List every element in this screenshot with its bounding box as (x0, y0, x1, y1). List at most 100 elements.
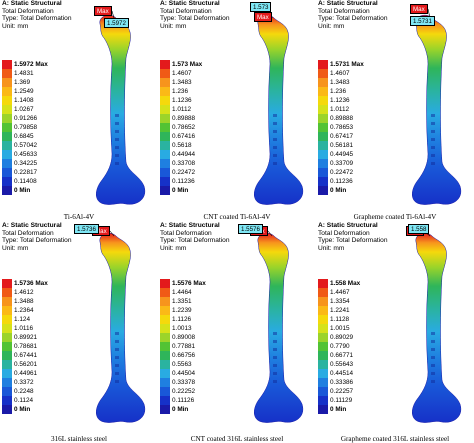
legend-entry: 0 Min (160, 186, 220, 195)
legend-entry: 0.91266 (2, 114, 62, 123)
legend-swatch (318, 297, 328, 306)
legend-swatch (160, 333, 170, 342)
legend-entry: 0 Min (2, 405, 62, 414)
femur-contour-plot (96, 10, 146, 205)
legend-swatch (2, 396, 12, 405)
legend-entry: 0.22472 (160, 168, 220, 177)
shaft-mark (273, 332, 277, 335)
legend-entry: 0.66756 (160, 351, 220, 360)
legend-swatch (160, 342, 170, 351)
legend-value: 0.56201 (14, 361, 38, 368)
shaft-mark (273, 138, 277, 141)
legend-value: 1.1236 (172, 97, 192, 104)
legend-swatch (318, 150, 328, 159)
legend-swatch (318, 369, 328, 378)
legend-value: 0.44944 (172, 151, 196, 158)
max-probe-label: Max (254, 12, 272, 22)
legend-value: 0 Min (330, 187, 347, 194)
legend-swatch (318, 177, 328, 186)
header-line: Type: Total Deformation (160, 15, 230, 23)
legend-value: 0.44514 (330, 370, 354, 377)
legend-value: 1.236 (172, 88, 188, 95)
legend-swatch (2, 342, 12, 351)
header-line: Total Deformation (160, 229, 212, 237)
legend-entry: 0.45633 (2, 150, 62, 159)
femur-contour-plot (254, 14, 304, 205)
legend-swatch (318, 168, 328, 177)
header-line: Total Deformation (318, 7, 370, 15)
shaft-mark (115, 356, 119, 359)
shaft-mark (431, 364, 435, 367)
femur-contour-plot (412, 230, 462, 423)
shaft-mark (115, 130, 119, 133)
shaft-mark (431, 114, 435, 117)
header-line: Unit: mm (160, 244, 187, 252)
legend-value: 0.78652 (172, 124, 196, 131)
shaft-mark (431, 122, 435, 125)
legend-entry: 0.89008 (160, 333, 220, 342)
header-line: Type: Total Deformation (2, 237, 72, 245)
legend-entry: 0.22257 (318, 387, 378, 396)
legend-swatch (160, 96, 170, 105)
legend-value: 0.11129 (330, 397, 353, 404)
legend-value: 0.67416 (172, 133, 196, 140)
legend-swatch (2, 288, 12, 297)
femur-shape (254, 232, 304, 423)
legend-swatch (160, 78, 170, 87)
legend-swatch (2, 60, 12, 69)
femur-shape (412, 14, 462, 205)
header-line: A: Static Structural (160, 0, 220, 7)
legend-entry: 0 Min (2, 186, 62, 195)
shaft-mark (115, 372, 119, 375)
panel-caption: Ti-6Al-4V (63, 213, 95, 221)
legend-value: 0.5563 (172, 361, 192, 368)
legend-entry: 0.11126 (160, 396, 220, 405)
legend-entry: 1.4612 (2, 288, 62, 297)
color-legend: 1.5972 Max 1.4831 1.369 1.2549 1.1408 1.0267 0… (2, 60, 62, 195)
legend-value: 0.67441 (14, 352, 38, 359)
legend-swatch (160, 378, 170, 387)
shaft-mark (431, 130, 435, 133)
legend-entry: 0.66771 (318, 351, 378, 360)
header-line: Total Deformation (318, 229, 370, 237)
panel-caption: CNT coated 316L stainless steel (190, 435, 284, 443)
header-line: A: Static Structural (2, 222, 62, 229)
legend-value: 1.2549 (14, 88, 34, 95)
femur-shape (96, 14, 146, 205)
legend-swatch (2, 324, 12, 333)
shaft-mark (115, 114, 119, 117)
legend-entry: 0.89921 (2, 333, 62, 342)
legend-value: 0.77881 (172, 343, 196, 350)
result-panel: A: Static Structural Total Deformation Typ… (0, 222, 158, 443)
result-panel: A: Static Structural Total Deformation Typ… (158, 222, 316, 443)
legend-value: 0.3372 (14, 379, 34, 386)
legend-swatch (2, 123, 12, 132)
legend-swatch (2, 177, 12, 186)
legend-value: 0.79858 (14, 124, 38, 131)
legend-value: 1.1128 (330, 316, 350, 323)
legend-swatch (160, 186, 170, 195)
legend-value: 0.89921 (14, 334, 38, 341)
max-probe-label: Max (410, 4, 428, 14)
legend-entry: 0.89029 (318, 333, 378, 342)
legend-value: 0.11236 (330, 178, 353, 185)
legend-value: 1.0267 (14, 106, 34, 113)
legend-swatch (160, 60, 170, 69)
legend-value: 0.91266 (14, 115, 38, 122)
legend-entry: 0.55643 (318, 360, 378, 369)
legend-entry: 0.89888 (160, 114, 220, 123)
legend-entry: 1.2239 (160, 306, 220, 315)
shaft-mark (431, 138, 435, 141)
shaft-mark (273, 130, 277, 133)
header-line: A: Static Structural (160, 222, 220, 229)
header-line: Type: Total Deformation (318, 237, 388, 245)
legend-swatch (2, 78, 12, 87)
legend-entry: 0.11408 (2, 177, 62, 186)
legend-entry: 1.558 Max (318, 279, 378, 288)
legend-value: 0.5618 (172, 142, 192, 149)
legend-swatch (160, 150, 170, 159)
legend-entry: 0.56181 (318, 141, 378, 150)
legend-value: 0.6845 (14, 133, 34, 140)
result-panel: A: Static Structural Total Deformation Typ… (158, 0, 316, 221)
legend-swatch (2, 333, 12, 342)
